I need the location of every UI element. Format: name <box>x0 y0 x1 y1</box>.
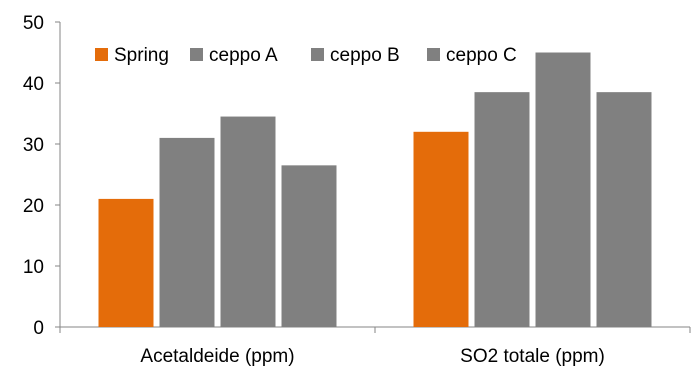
y-tick-label: 20 <box>23 196 44 217</box>
legend-label: ceppo B <box>330 45 400 66</box>
legend-label: Spring <box>114 45 169 66</box>
bar-spring-1 <box>98 198 154 327</box>
bar-spring-2 <box>413 131 469 327</box>
bar-ceppo-b-1 <box>220 116 276 327</box>
y-tick-label: 30 <box>23 135 44 156</box>
y-tick-label: 10 <box>23 257 44 278</box>
bar-ceppo-a-1 <box>159 137 215 327</box>
category-label: SO2 totale (ppm) <box>460 346 605 367</box>
bar-ceppo-b-2 <box>535 52 591 327</box>
y-tick-label: 50 <box>23 13 44 34</box>
legend-swatch <box>427 48 440 61</box>
bar-ceppo-a-2 <box>474 92 530 328</box>
bar-ceppo-c-1 <box>281 165 337 327</box>
legend-swatch <box>311 48 324 61</box>
legend-label: ceppo C <box>446 45 517 66</box>
category-label: Acetaldeide (ppm) <box>140 346 294 367</box>
legend-swatch <box>190 48 203 61</box>
legend-label: ceppo A <box>209 45 278 66</box>
y-tick-label: 40 <box>23 74 44 95</box>
y-tick-label: 0 <box>33 318 44 339</box>
legend-swatch <box>95 48 108 61</box>
legend: Spring ceppo A ceppo B ceppo C <box>95 45 517 66</box>
bar-ceppo-c-2 <box>596 92 652 328</box>
bars <box>98 52 652 328</box>
category-labels: Acetaldeide (ppm) SO2 totale (ppm) <box>140 346 604 367</box>
y-tick-labels: 0 10 20 30 40 50 <box>23 13 44 339</box>
